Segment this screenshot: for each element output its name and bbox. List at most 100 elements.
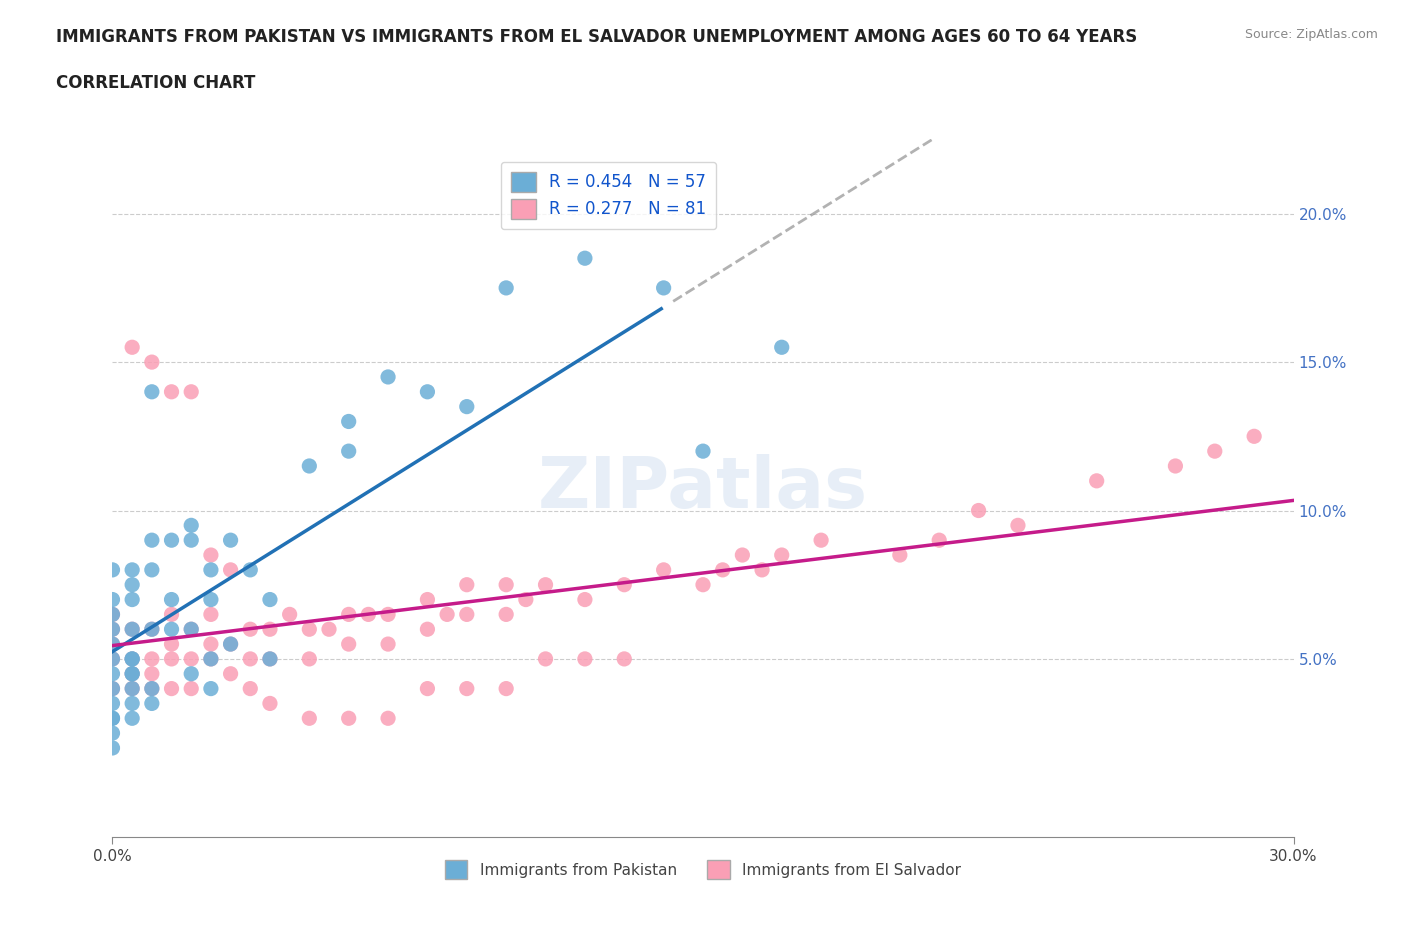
Point	[141, 681, 163, 696]
Text: CORRELATION CHART: CORRELATION CHART	[56, 74, 256, 92]
Text: ZIPatlas: ZIPatlas	[538, 454, 868, 523]
Point	[200, 652, 222, 667]
Point	[160, 652, 183, 667]
Point	[121, 666, 143, 681]
Point	[101, 711, 124, 725]
Point	[239, 563, 262, 578]
Point	[259, 592, 281, 607]
Point	[889, 548, 911, 563]
Point	[456, 578, 478, 592]
Point	[416, 681, 439, 696]
Point	[121, 681, 143, 696]
Point	[101, 563, 124, 578]
Point	[101, 666, 124, 681]
Point	[1085, 473, 1108, 488]
Point	[101, 592, 124, 607]
Point	[377, 711, 399, 725]
Point	[456, 681, 478, 696]
Point	[101, 652, 124, 667]
Point	[534, 652, 557, 667]
Point	[495, 607, 517, 622]
Point	[180, 533, 202, 548]
Point	[337, 414, 360, 429]
Point	[121, 681, 143, 696]
Point	[141, 696, 163, 711]
Point	[101, 607, 124, 622]
Point	[141, 622, 163, 637]
Point	[101, 637, 124, 652]
Point	[692, 578, 714, 592]
Point	[160, 622, 183, 637]
Point	[101, 681, 124, 696]
Point	[101, 740, 124, 755]
Point	[1243, 429, 1265, 444]
Point	[200, 592, 222, 607]
Point	[141, 652, 163, 667]
Point	[278, 607, 301, 622]
Point	[101, 696, 124, 711]
Point	[239, 681, 262, 696]
Point	[141, 666, 163, 681]
Point	[141, 681, 163, 696]
Point	[180, 622, 202, 637]
Point	[121, 666, 143, 681]
Point	[495, 681, 517, 696]
Point	[101, 652, 124, 667]
Point	[377, 607, 399, 622]
Point	[337, 607, 360, 622]
Point	[121, 622, 143, 637]
Point	[574, 652, 596, 667]
Point	[180, 518, 202, 533]
Point	[298, 652, 321, 667]
Point	[259, 652, 281, 667]
Point	[613, 578, 636, 592]
Point	[259, 696, 281, 711]
Point	[967, 503, 990, 518]
Point	[770, 548, 793, 563]
Point	[574, 592, 596, 607]
Point	[121, 711, 143, 725]
Point	[219, 637, 242, 652]
Point	[101, 622, 124, 637]
Point	[377, 369, 399, 384]
Point	[652, 563, 675, 578]
Point	[121, 563, 143, 578]
Point	[101, 607, 124, 622]
Point	[456, 399, 478, 414]
Point	[416, 384, 439, 399]
Text: Source: ZipAtlas.com: Source: ZipAtlas.com	[1244, 28, 1378, 41]
Point	[495, 281, 517, 296]
Point	[259, 652, 281, 667]
Point	[180, 622, 202, 637]
Point	[298, 622, 321, 637]
Point	[121, 652, 143, 667]
Point	[574, 251, 596, 266]
Point	[731, 548, 754, 563]
Point	[101, 637, 124, 652]
Point	[101, 711, 124, 725]
Point	[121, 592, 143, 607]
Point	[200, 652, 222, 667]
Point	[259, 622, 281, 637]
Point	[515, 592, 537, 607]
Point	[337, 637, 360, 652]
Point	[416, 592, 439, 607]
Point	[377, 637, 399, 652]
Point	[1007, 518, 1029, 533]
Point	[495, 578, 517, 592]
Point	[160, 384, 183, 399]
Point	[928, 533, 950, 548]
Point	[298, 458, 321, 473]
Point	[141, 622, 163, 637]
Point	[337, 711, 360, 725]
Point	[711, 563, 734, 578]
Point	[141, 354, 163, 369]
Point	[219, 563, 242, 578]
Point	[534, 578, 557, 592]
Point	[770, 339, 793, 354]
Point	[160, 533, 183, 548]
Point	[180, 666, 202, 681]
Point	[121, 578, 143, 592]
Legend: Immigrants from Pakistan, Immigrants from El Salvador: Immigrants from Pakistan, Immigrants fro…	[439, 855, 967, 885]
Point	[200, 637, 222, 652]
